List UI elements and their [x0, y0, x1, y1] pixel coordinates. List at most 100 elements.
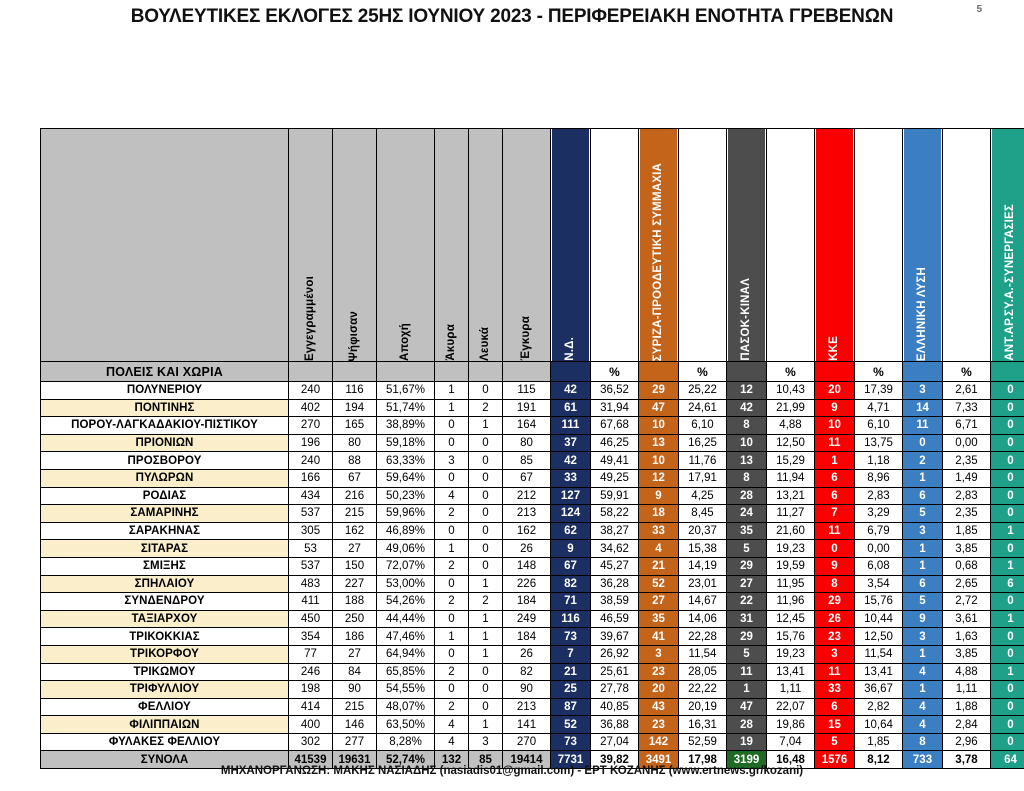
row-city-name: ΠΟΛΥΝΕΡΙΟΥ	[40, 381, 289, 400]
party-header-label: ΣΥΡΙΖΑ-ΠΡΟΟΔΕΥΤΙΚΗ ΣΥΜΜΑΧΙΑ	[651, 162, 664, 361]
row-voted: 84	[332, 662, 377, 682]
table-row: ΣΠΗΛΑΙΟΥ 483 227 53,00% 0 1 226 82 36,28 52 23,01 2…	[40, 574, 1024, 594]
row-party-pct-2: 15,76	[766, 627, 815, 646]
row-registered: 537	[288, 556, 333, 576]
row-party-pct-1: 24,61	[678, 398, 727, 418]
row-party-pct-1: 20,19	[678, 697, 727, 717]
row-party-pct-2: 11,94	[766, 468, 815, 488]
page-title: ΒΟΥΛΕΥΤΙΚΕΣ ΕΚΛΟΓΕΣ 25ΗΣ ΙΟΥΝΙΟΥ 2023 - …	[130, 6, 894, 27]
row-party-pct-2: 7,04	[766, 732, 815, 752]
row-voted: 116	[332, 381, 377, 400]
row-city-name: ΡΟΔΙΑΣ	[40, 486, 289, 506]
row-invalid: 0	[434, 609, 469, 629]
row-party-votes-3: 11	[814, 662, 855, 682]
row-city-name: ΣΑΡΑΚΗΝΑΣ	[40, 521, 289, 541]
row-party-votes-2: 22	[726, 592, 767, 611]
row-party-votes-5: 0	[990, 433, 1024, 453]
row-abstention: 59,96%	[376, 504, 435, 523]
row-party-votes-0: 21	[550, 662, 591, 682]
totals-blank: 85	[468, 750, 503, 770]
row-abstention: 38,89%	[376, 416, 435, 435]
row-party-pct-0: 36,52	[590, 381, 639, 400]
row-city-name: ΠΟΡΟΥ-ΛΑΓΚΑΔΑΚΙΟΥ-ΠΙΣΤΙΚΟΥ	[40, 416, 289, 435]
row-invalid: 4	[434, 715, 469, 734]
row-party-votes-2: 28	[726, 715, 767, 734]
row-party-votes-0: 52	[550, 715, 591, 734]
row-abstention: 63,50%	[376, 715, 435, 734]
row-party-pct-1: 4,25	[678, 486, 727, 506]
row-party-pct-2: 19,86	[766, 715, 815, 734]
row-party-pct-1: 15,38	[678, 539, 727, 558]
table-row: ΦΕΛΛΙΟΥ 414 215 48,07% 2 0 213 87 40,85 43 20,19 47…	[40, 697, 1024, 717]
row-party-votes-0: 33	[550, 468, 591, 488]
totals-party-pct-3: 8,12	[854, 750, 903, 770]
row-party-votes-1: 142	[638, 732, 679, 752]
table-row: ΠΟΛΥΝΕΡΙΟΥ 240 116 51,67% 1 0 115 42 36,52 29 25,2…	[40, 381, 1024, 400]
row-party-votes-4: 11	[902, 416, 943, 435]
row-party-votes-4: 1	[902, 468, 943, 488]
row-party-pct-1: 22,28	[678, 627, 727, 646]
row-party-pct-2: 13,21	[766, 486, 815, 506]
row-party-votes-3: 10	[814, 416, 855, 435]
row-party-votes-1: 10	[638, 451, 679, 470]
row-party-votes-3: 1	[814, 451, 855, 470]
row-party-pct-0: 36,88	[590, 715, 639, 734]
row-party-pct-3: 13,41	[854, 662, 903, 682]
row-city-name: ΣΙΤΑΡΑΣ	[40, 539, 289, 558]
row-party-pct-3: 2,82	[854, 697, 903, 717]
row-party-votes-0: 116	[550, 609, 591, 629]
stat-column-header-5	[502, 361, 551, 382]
row-valid: 249	[502, 609, 551, 629]
row-invalid: 1	[434, 381, 469, 400]
row-party-pct-1: 6,10	[678, 416, 727, 435]
stat-header-label: Λευκά	[478, 327, 491, 361]
row-party-pct-3: 6,79	[854, 521, 903, 541]
table-row: ΠΡΙΟΝΙΩΝ 196 80 59,18% 0 0 80 37 46,25 13 16,25 10 1…	[40, 433, 1024, 453]
row-voted: 90	[332, 680, 377, 699]
row-party-pct-2: 13,41	[766, 662, 815, 682]
row-party-pct-3: 8,96	[854, 468, 903, 488]
row-blank: 2	[468, 592, 503, 611]
row-party-votes-2: 29	[726, 556, 767, 576]
row-voted: 150	[332, 556, 377, 576]
party-header-label: ΚΚΕ	[827, 336, 840, 361]
row-invalid: 3	[434, 451, 469, 470]
row-party-votes-3: 11	[814, 433, 855, 453]
row-party-votes-4: 3	[902, 521, 943, 541]
row-party-votes-5: 0	[990, 627, 1024, 646]
row-party-votes-1: 20	[638, 680, 679, 699]
totals-party-votes-5: 64	[990, 750, 1024, 770]
stat-column-header-3	[434, 361, 469, 382]
row-voted: 186	[332, 627, 377, 646]
row-party-votes-3: 11	[814, 521, 855, 541]
row-party-votes-5: 0	[990, 416, 1024, 435]
header-band-stat-2: Αποχή	[376, 128, 435, 362]
row-abstention: 47,46%	[376, 627, 435, 646]
row-party-pct-1: 22,22	[678, 680, 727, 699]
row-party-pct-3: 10,64	[854, 715, 903, 734]
totals-party-votes-4: 733	[902, 750, 943, 770]
row-party-votes-2: 8	[726, 416, 767, 435]
row-voted: 227	[332, 574, 377, 594]
row-voted: 216	[332, 486, 377, 506]
party-pct-column-header-1: %	[678, 361, 727, 382]
header-band-party-5: ΑΝΤ.ΑΡ.ΣΥ.Α.-ΣΥΝΕΡΓΑΣΙΕΣ	[990, 128, 1024, 362]
row-valid: 212	[502, 486, 551, 506]
row-party-pct-2: 19,23	[766, 644, 815, 664]
row-voted: 194	[332, 398, 377, 418]
totals-party-votes-2: 3199	[726, 750, 767, 770]
row-party-votes-2: 24	[726, 504, 767, 523]
header-band-party-0: Ν.Δ.	[550, 128, 591, 362]
row-invalid: 4	[434, 732, 469, 752]
row-party-pct-0: 46,59	[590, 609, 639, 629]
row-blank: 0	[468, 521, 503, 541]
row-city-name: ΠΥΛΩΡΩΝ	[40, 468, 289, 488]
row-city-name: ΠΟΝΤΙΝΗΣ	[40, 398, 289, 418]
row-party-pct-4: 2,61	[942, 381, 991, 400]
row-party-votes-4: 4	[902, 697, 943, 717]
row-party-pct-3: 4,71	[854, 398, 903, 418]
row-abstention: 50,23%	[376, 486, 435, 506]
row-party-votes-2: 12	[726, 381, 767, 400]
table-header: Εγγεγραμμένοι Ψήφισαν Αποχή Άκυρα Λευκά Έγκυρ…	[40, 128, 1024, 382]
row-invalid: 2	[434, 697, 469, 717]
